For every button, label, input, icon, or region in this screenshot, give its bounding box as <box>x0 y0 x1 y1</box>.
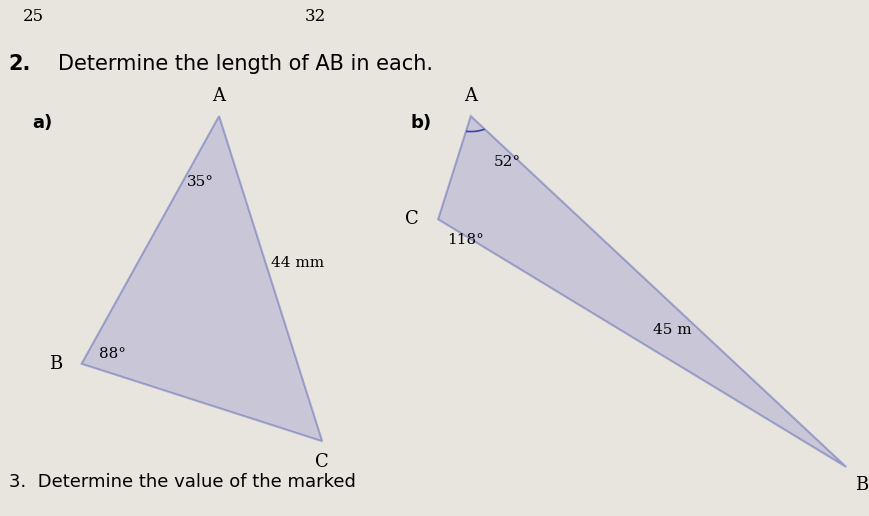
Text: 32: 32 <box>305 8 326 25</box>
Text: b): b) <box>411 114 432 132</box>
Text: 3.  Determine the value of the marked: 3. Determine the value of the marked <box>9 473 355 491</box>
Text: B: B <box>50 355 63 373</box>
Text: A: A <box>213 87 226 105</box>
Text: A: A <box>464 87 477 105</box>
Polygon shape <box>82 116 322 441</box>
Text: 44 mm: 44 mm <box>270 256 324 270</box>
Text: 35°: 35° <box>188 175 215 189</box>
Text: a): a) <box>33 114 53 132</box>
Text: 52°: 52° <box>494 155 521 169</box>
Text: 25: 25 <box>23 8 44 25</box>
Text: 88°: 88° <box>99 347 126 361</box>
Text: 45 m: 45 m <box>653 323 692 337</box>
Text: C: C <box>406 211 419 228</box>
Polygon shape <box>438 116 846 467</box>
Text: 2.: 2. <box>9 54 31 74</box>
Text: B: B <box>855 476 868 494</box>
Text: Determine the length of AB in each.: Determine the length of AB in each. <box>58 54 434 74</box>
Text: 118°: 118° <box>447 233 484 247</box>
Text: C: C <box>315 453 329 471</box>
